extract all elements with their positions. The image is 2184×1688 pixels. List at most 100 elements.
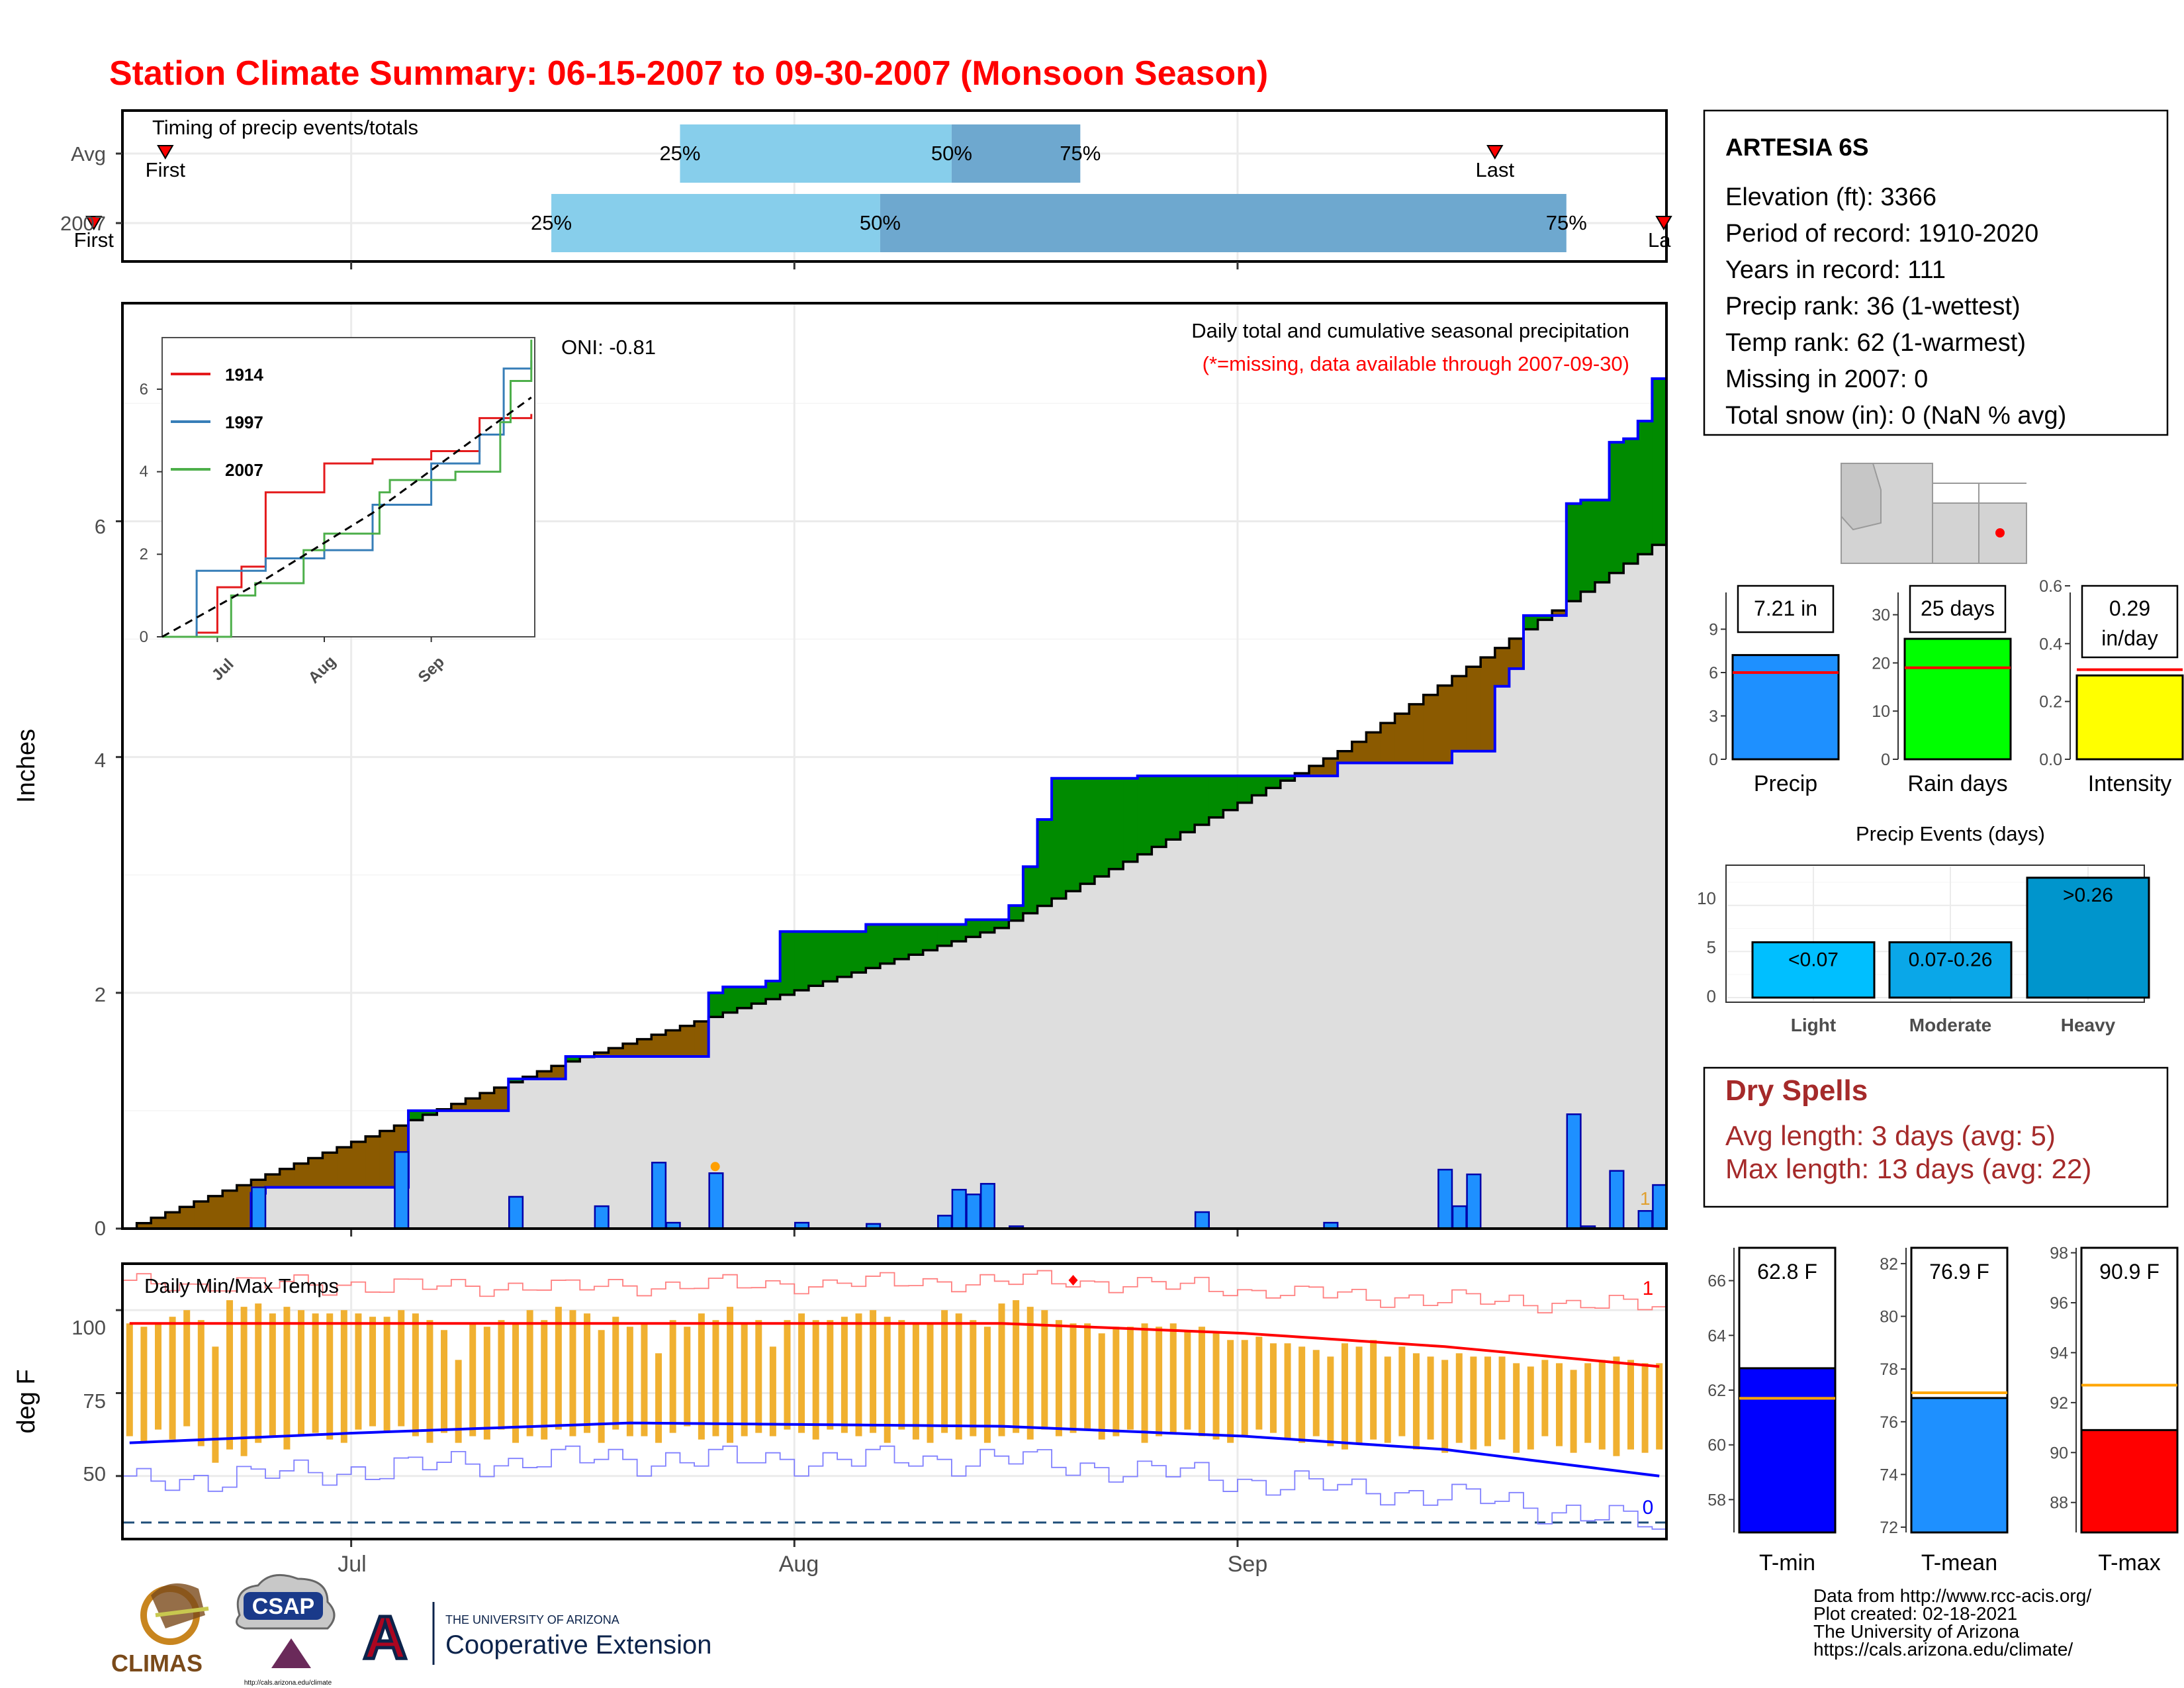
events-bar-label: >0.26	[2063, 884, 2113, 906]
daily-temp-range-bar	[941, 1310, 948, 1433]
ua-line2: Cooperative Extension	[445, 1630, 711, 1660]
daily-temp-range-bar	[1641, 1363, 1649, 1453]
timing-row-avg: Avg	[71, 142, 106, 165]
analog-years-inset: 6 4 2 0 Jul Aug Sep 1914 1997 2007	[140, 337, 535, 687]
deficit-segment	[551, 1066, 567, 1079]
daily-temp-range-bar	[769, 1346, 776, 1436]
daily-temp-range-bar	[1441, 1360, 1449, 1453]
surplus-segment	[1237, 776, 1253, 803]
daily-precip-bar	[937, 1215, 953, 1230]
events-bar-moderate	[1888, 941, 2013, 999]
deficit-segment	[322, 1152, 338, 1188]
inset-avg-line	[161, 397, 532, 638]
oni-value: ONI: -0.81	[561, 336, 656, 359]
events-bar-label: <0.07	[1788, 949, 1839, 970]
avg-last-label: Last	[1475, 158, 1514, 181]
daily-temp-range-bar	[326, 1313, 334, 1440]
daily-temp-range-bar	[298, 1310, 305, 1436]
surplus-segment	[1195, 776, 1210, 825]
daily-temp-range-bar	[1370, 1340, 1377, 1440]
temp-y-tick: 100	[71, 1316, 106, 1339]
seasonal-totals-bars: 0 3 6 9 7.21 in Precip 0 10 20 30 25 days Rain days…	[1709, 577, 2184, 796]
surplus-segment	[1652, 378, 1667, 545]
surplus-segment	[1609, 442, 1624, 573]
daily-temp-range-bar	[1198, 1327, 1205, 1436]
daily-temp-range-bar	[1041, 1310, 1048, 1430]
deficit-segment	[594, 1053, 610, 1056]
inset-y-tick: 6	[140, 381, 148, 399]
avg-first-marker	[157, 145, 174, 160]
surplus-segment	[1580, 500, 1596, 592]
surplus-segment	[880, 924, 895, 964]
surplus-segment	[1165, 776, 1181, 840]
daily-temp-range-bar	[1427, 1356, 1434, 1440]
daily-temp-range-bar	[1298, 1346, 1306, 1443]
daily-temp-range-bar	[1412, 1353, 1420, 1450]
surplus-segment	[866, 924, 881, 968]
surplus-segment	[909, 924, 924, 955]
mini-y-tick: 20	[1872, 654, 1890, 673]
surplus-segment	[808, 931, 824, 986]
daily-temp-range-bar	[398, 1310, 405, 1427]
record-max-line	[122, 1270, 1666, 1314]
inset-line-1997	[162, 360, 533, 638]
surplus-segment	[1266, 776, 1281, 788]
timing-bars: 25% 50% 75% 25% 50% 75% First Last First La	[74, 124, 1672, 252]
daily-temp-range-bar	[369, 1317, 377, 1427]
inset-legend: 1914 1997 2007	[171, 365, 263, 480]
surplus-segment	[1523, 615, 1539, 630]
tbar-y-tick: 96	[2050, 1294, 2068, 1313]
deficit-segment	[1552, 610, 1567, 616]
avg-min-line	[129, 1421, 1660, 1477]
surplus-segment	[1009, 906, 1024, 921]
mini-y-tick: 0.6	[2039, 577, 2062, 596]
deficit-segment	[179, 1207, 195, 1229]
deficit-segment	[1323, 758, 1338, 776]
daily-precip-bar	[651, 1162, 667, 1230]
dry-spells-max: Max length: 13 days (avg: 22)	[1725, 1153, 2091, 1184]
deficit-segment	[194, 1201, 209, 1229]
daily-precip-bar	[1466, 1173, 1482, 1230]
surplus-segment	[966, 919, 981, 937]
csap-mountain	[271, 1638, 311, 1668]
daily-precip-bar	[1194, 1211, 1210, 1230]
events-y-tick: 5	[1707, 937, 1716, 957]
deficit-segment	[665, 1030, 681, 1056]
deficit-segment	[365, 1136, 381, 1188]
deficit-segment	[1409, 704, 1424, 763]
inset-plot	[161, 340, 533, 638]
precip-y-tick: 0	[95, 1217, 106, 1240]
daily-temp-range-bar	[126, 1323, 133, 1436]
daily-temp-range-bar	[970, 1320, 977, 1436]
daily-precip-bar	[1609, 1170, 1625, 1230]
y2007-first-label: First	[74, 228, 114, 252]
surplus-segment	[894, 924, 909, 959]
deficit-segment	[1423, 694, 1438, 763]
inset-y-tick: 2	[140, 545, 148, 563]
daily-temp-range-bar	[1327, 1356, 1334, 1446]
mini-axis-label: Rain days	[1907, 771, 2007, 796]
daily-precip-bar	[594, 1205, 610, 1230]
daily-temp-range-bar	[1341, 1343, 1348, 1450]
daily-temp-range-bar	[855, 1313, 862, 1436]
timing-label: Timing of precip events/totals	[152, 116, 418, 139]
daily-temp-range-bar	[727, 1307, 734, 1443]
mini-value-label: 0.29	[2109, 596, 2150, 620]
temp-grid	[116, 1265, 1665, 1547]
events-y-tick: 10	[1697, 888, 1716, 908]
daily-temp-range-bar	[898, 1320, 905, 1430]
observed-cumulative-line	[122, 377, 1666, 1230]
deficit-segment	[637, 1039, 652, 1056]
station-location-marker	[1995, 528, 2005, 538]
mini-value-label: 7.21 in	[1754, 596, 1817, 620]
temp-top-count: 1	[1643, 1278, 1654, 1299]
surplus-segment	[1023, 867, 1038, 914]
daily-temp-range-bar	[612, 1317, 619, 1430]
climas-text: CLIMAS	[111, 1650, 203, 1677]
csap-badge	[244, 1592, 323, 1620]
temp-plot	[122, 1270, 1666, 1530]
figure-title: Station Climate Summary: 06-15-2007 to 0…	[109, 54, 1268, 93]
tbar-y-tick: 88	[2050, 1494, 2068, 1513]
daily-temp-range-bar	[312, 1313, 319, 1433]
daily-temp-range-bar	[741, 1323, 748, 1436]
